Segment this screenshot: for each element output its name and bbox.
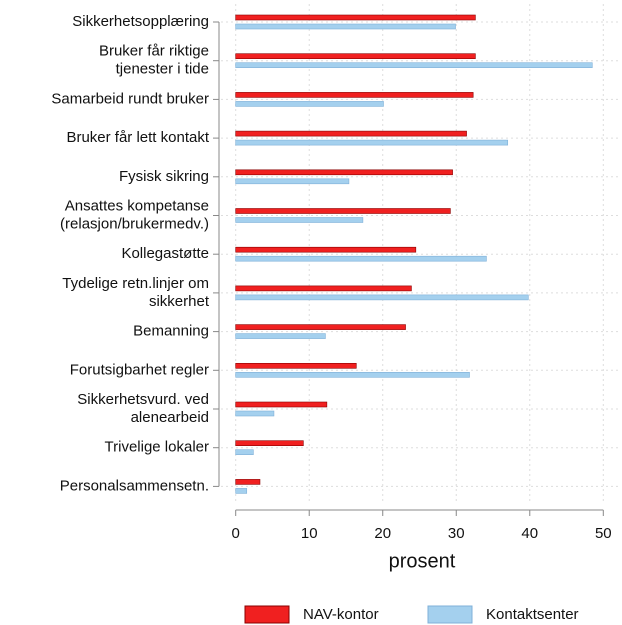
y-tick-label: Sikkerhetsopplæring [72, 13, 209, 30]
x-tick-label: 10 [301, 525, 318, 542]
legend-swatch [427, 605, 473, 624]
y-tick-label: Fysisk sikring [119, 168, 209, 185]
bar [235, 139, 509, 146]
legend-label: NAV-kontor [303, 606, 379, 623]
bar [235, 362, 357, 369]
x-tick-label: 0 [232, 525, 240, 542]
bar [235, 23, 456, 30]
y-tick-label: Bruker får lett kontakt [66, 129, 209, 146]
y-tick-label: Personalsammensetn. [60, 477, 209, 494]
bar [235, 169, 453, 176]
bar [235, 208, 451, 214]
y-tick-label: Forutsigbarhet regler [70, 361, 209, 378]
bar [235, 333, 326, 339]
y-tick-label: Trivelige lokaler [105, 439, 209, 456]
bar [235, 217, 364, 223]
bar [235, 371, 470, 378]
x-tick-label: 20 [374, 525, 391, 542]
y-tick-label: Tydelige retn.linjer om sikkerhet [62, 275, 210, 310]
bar [235, 440, 304, 447]
x-tick-label: 30 [448, 525, 465, 542]
bar [235, 53, 476, 60]
x-tick-label: 40 [521, 525, 538, 542]
bar [235, 62, 593, 69]
x-tick-label: 50 [595, 525, 612, 542]
y-tick-label: Samarbeid rundt bruker [51, 90, 209, 107]
bar [235, 246, 417, 253]
bar [235, 324, 406, 330]
bar [235, 130, 467, 137]
y-tick-label: Sikkerhetsvurd. ved alenearbeid [77, 391, 209, 426]
bar [235, 14, 476, 21]
y-tick-label: Bruker får riktige tjenester i tide [99, 43, 209, 78]
bar [235, 285, 412, 292]
y-tick-label: Bemanning [133, 323, 209, 340]
bar [235, 101, 384, 107]
bar [235, 401, 328, 408]
x-axis-label: prosent [389, 550, 456, 572]
bar [235, 479, 261, 485]
bar [235, 255, 487, 262]
bar [235, 178, 350, 185]
bar [235, 488, 248, 494]
bar [235, 92, 474, 98]
bar [235, 449, 254, 456]
bar [235, 410, 275, 417]
legend-swatch [244, 605, 290, 624]
bar [235, 294, 529, 301]
y-tick-label: Ansattes kompetanse (relasjon/brukermedv.… [60, 197, 209, 232]
y-tick-label: Kollegastøtte [121, 245, 209, 262]
legend-label: Kontaktsenter [486, 606, 579, 623]
